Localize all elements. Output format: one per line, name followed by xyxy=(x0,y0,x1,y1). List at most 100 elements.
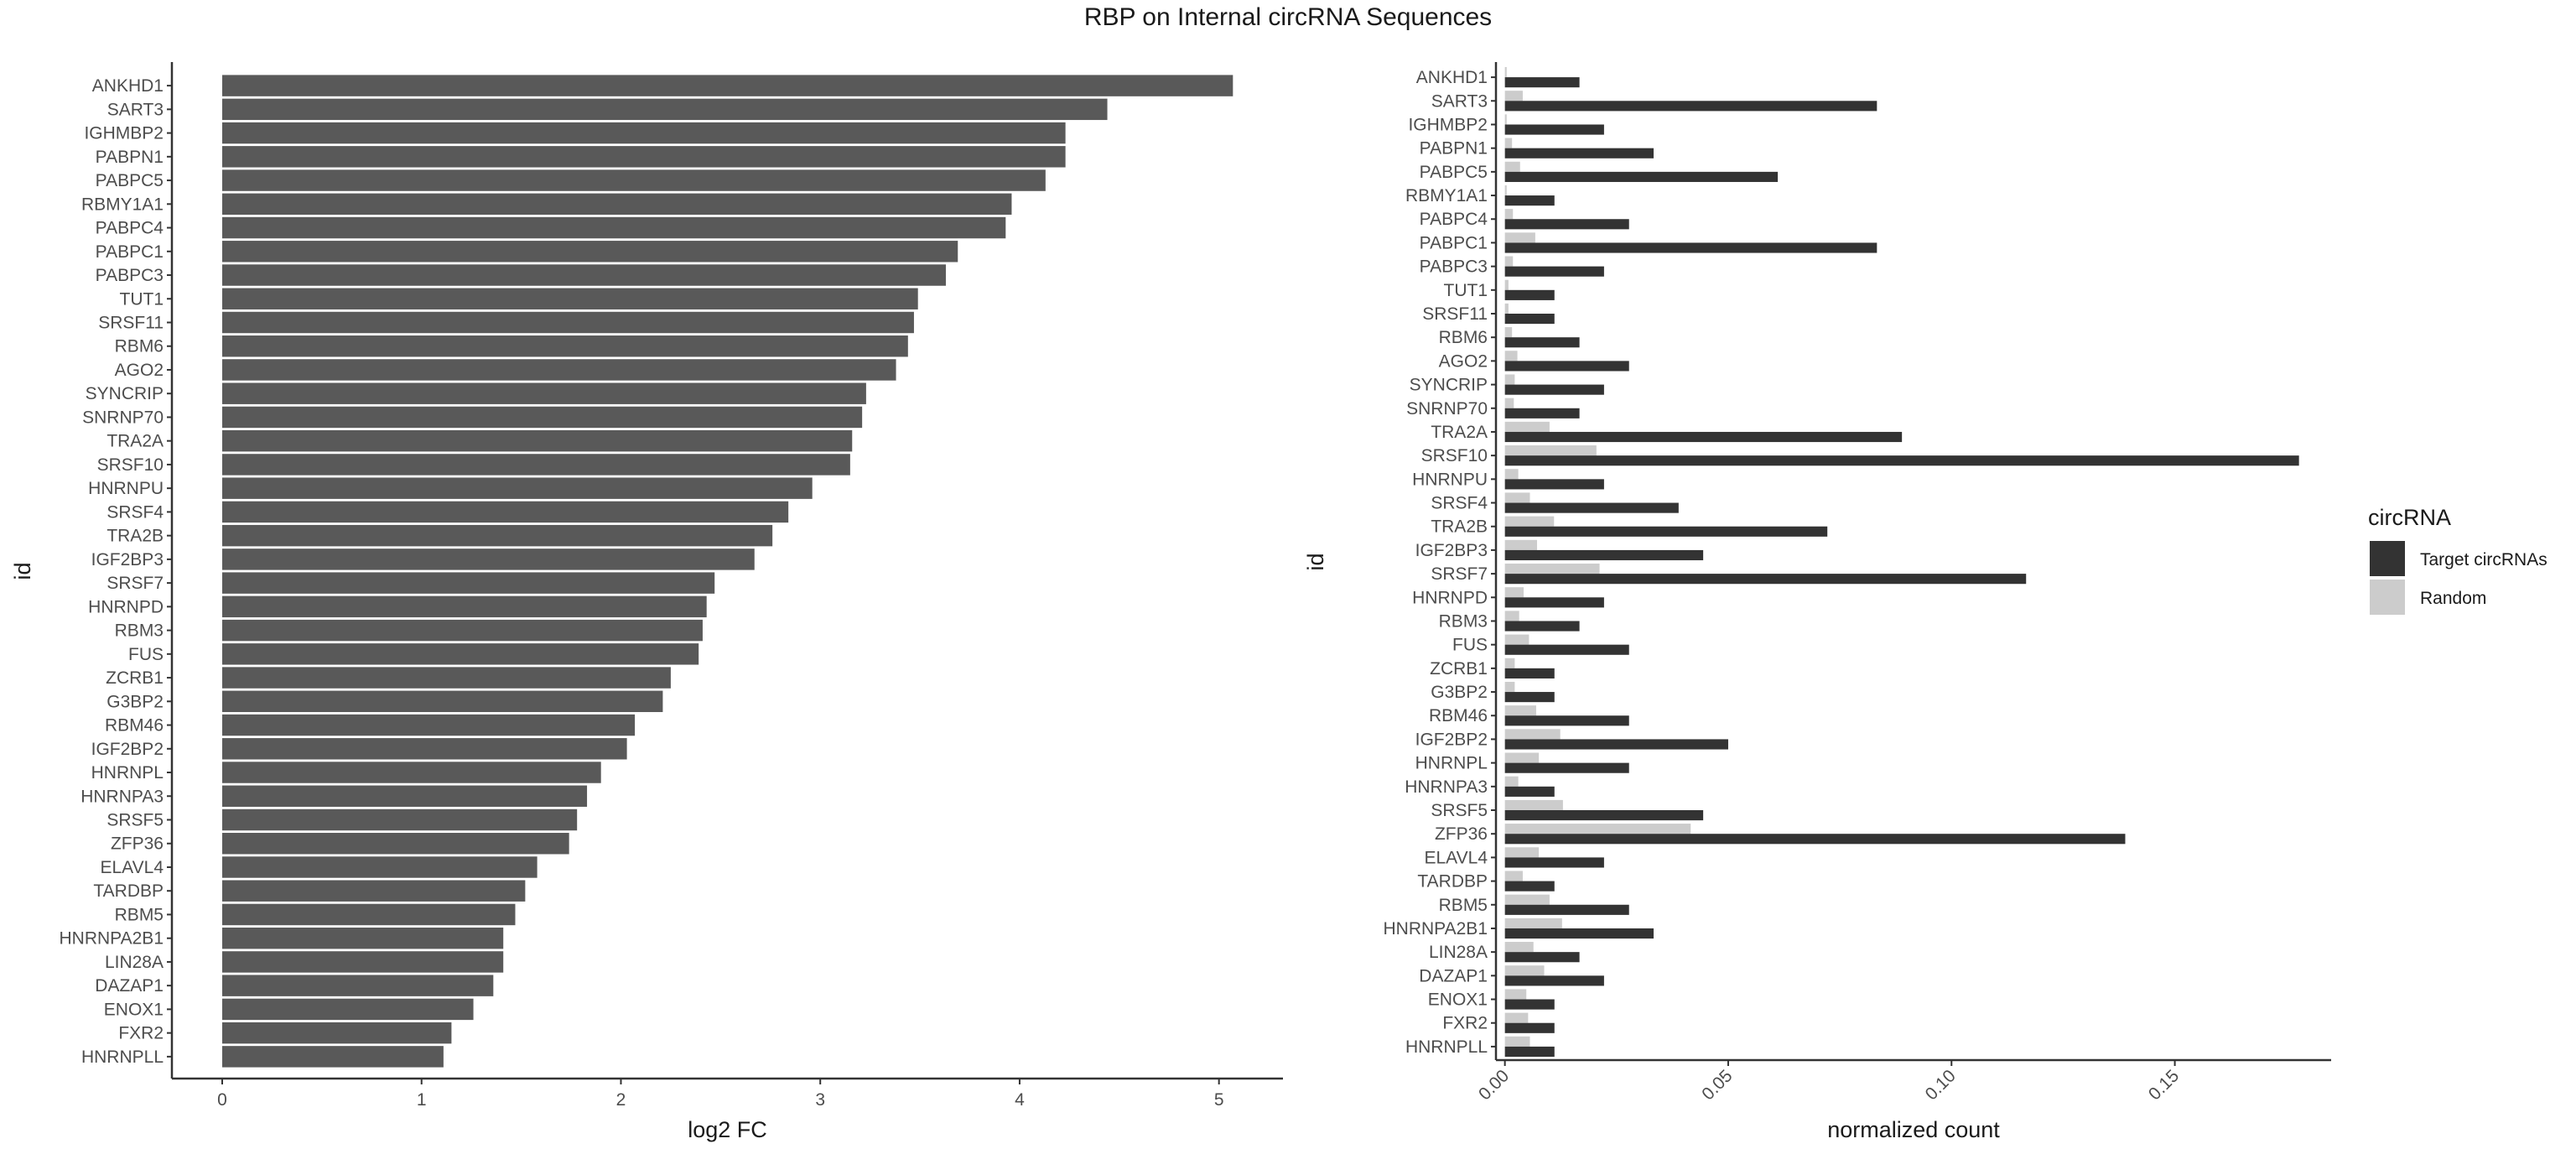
bar-random-zfp36 xyxy=(1504,824,1691,834)
y-tick-label: LIN28A xyxy=(1429,943,1488,962)
x-tick-label: 1 xyxy=(417,1090,427,1110)
y-tick-label: SRSF4 xyxy=(1431,494,1488,513)
y-tick-label: LIN28A xyxy=(105,953,164,972)
bar-ankhd1 xyxy=(222,75,1233,96)
y-tick-label: SRSF10 xyxy=(97,455,164,475)
bar-target-tra2a xyxy=(1504,431,1903,443)
bar-random-rbm5 xyxy=(1504,894,1550,905)
bar-random-sart3 xyxy=(1504,91,1523,101)
bar-random-elavl4 xyxy=(1504,847,1540,858)
y-tick-label: IGF2BP3 xyxy=(1415,541,1488,560)
y-tick-label: FUS xyxy=(128,645,164,664)
bar-target-hnrnpu xyxy=(1504,479,1604,490)
bar-random-igf2bp2 xyxy=(1504,729,1561,740)
y-tick-label: TRA2A xyxy=(1431,423,1488,442)
bar-tardbp xyxy=(222,880,526,902)
bar-random-rbmy1a1 xyxy=(1504,185,1507,196)
y-tick-label: HNRNPD xyxy=(1412,588,1488,607)
y-tick-label: TUT1 xyxy=(1444,281,1488,300)
bar-pabpc5 xyxy=(222,169,1046,191)
bar-target-pabpc1 xyxy=(1504,242,1877,253)
y-tick-label: AGO2 xyxy=(1439,351,1488,371)
bar-srsf7 xyxy=(222,572,715,594)
bar-random-fxr2 xyxy=(1504,1012,1529,1023)
y-tick-label: SART3 xyxy=(107,100,164,119)
y-tick-label: AGO2 xyxy=(115,361,164,380)
bar-ago2 xyxy=(222,359,896,381)
x-tick-label: 0.00 xyxy=(1475,1066,1513,1104)
y-tick-label: PABPC3 xyxy=(1420,257,1488,277)
y-tick-label: HNRNPA3 xyxy=(1405,777,1488,797)
bar-random-hnrnpa2b1 xyxy=(1504,918,1562,928)
y-tick-label: IGF2BP3 xyxy=(91,550,164,569)
x-tick-label: 5 xyxy=(1214,1090,1224,1110)
bar-hnrnpu xyxy=(222,477,813,499)
bar-rbm46 xyxy=(222,714,636,736)
y-tick-label: ELAVL4 xyxy=(1425,848,1488,867)
y-tick-label: RBM3 xyxy=(1439,611,1488,631)
bar-igf2bp2 xyxy=(222,738,627,760)
y-tick-label: ELAVL4 xyxy=(101,858,164,877)
y-tick-label: SRSF4 xyxy=(106,502,164,522)
bar-target-dazap1 xyxy=(1504,975,1604,986)
bar-target-rbm3 xyxy=(1504,621,1580,632)
y-tick-label: IGHMBP2 xyxy=(84,124,164,143)
bar-fxr2 xyxy=(222,1022,452,1044)
bar-random-rbm3 xyxy=(1504,611,1519,621)
x-axis-title: log2 FC xyxy=(688,1117,767,1142)
bar-target-fxr2 xyxy=(1504,1022,1555,1033)
bar-target-pabpc3 xyxy=(1504,266,1604,277)
bar-random-srsf10 xyxy=(1504,445,1597,456)
bar-target-tut1 xyxy=(1504,289,1555,300)
bar-lin28a xyxy=(222,951,504,973)
y-tick-label: HNRNPA2B1 xyxy=(1384,919,1488,938)
bar-rbmy1a1 xyxy=(222,193,1012,216)
bar-random-g3bp2 xyxy=(1504,681,1515,693)
y-tick-label: SRSF10 xyxy=(1421,446,1488,465)
y-tick-label: ZCRB1 xyxy=(106,668,164,688)
y-tick-label: G3BP2 xyxy=(106,692,164,711)
bar-random-tardbp xyxy=(1504,871,1523,881)
bar-random-tra2a xyxy=(1504,421,1550,432)
bar-target-pabpn1 xyxy=(1504,148,1654,159)
bar-target-syncrip xyxy=(1504,384,1604,395)
bar-target-tra2b xyxy=(1504,526,1828,537)
y-tick-label: IGHMBP2 xyxy=(1408,115,1488,134)
chart-title: RBP on Internal circRNA Sequences xyxy=(1083,3,1493,31)
y-tick-label: DAZAP1 xyxy=(1419,966,1488,985)
bar-target-srsf11 xyxy=(1504,314,1555,325)
bar-syncrip xyxy=(222,382,866,404)
bar-target-pabpc4 xyxy=(1504,219,1629,230)
y-tick-label: ANKHD1 xyxy=(92,76,164,96)
bar-random-igf2bp3 xyxy=(1504,539,1538,550)
bar-random-ankhd1 xyxy=(1504,66,1507,78)
bar-srsf4 xyxy=(222,501,789,523)
bar-random-lin28a xyxy=(1504,942,1534,953)
bar-random-zcrb1 xyxy=(1504,658,1515,668)
bar-target-zfp36 xyxy=(1504,834,2126,845)
bar-pabpn1 xyxy=(222,146,1066,168)
y-tick-label: PABPN1 xyxy=(96,148,164,167)
y-tick-label: FXR2 xyxy=(118,1024,164,1043)
y-tick-label: RBM46 xyxy=(105,716,164,736)
bar-target-hnrnpl xyxy=(1504,762,1629,773)
x-axis-title: normalized count xyxy=(1827,1117,2000,1142)
y-tick-label: SYNCRIP xyxy=(1410,376,1488,395)
bar-tut1 xyxy=(222,288,918,309)
bar-pabpc3 xyxy=(222,264,946,286)
y-tick-label: ENOX1 xyxy=(1428,990,1488,1010)
x-tick-label: 3 xyxy=(815,1090,825,1110)
bar-g3bp2 xyxy=(222,690,663,713)
bar-fus xyxy=(222,643,699,665)
bar-random-enox1 xyxy=(1504,989,1527,1000)
y-tick-label: IGF2BP2 xyxy=(1415,730,1488,749)
legend-entry-label: Random xyxy=(2420,589,2486,608)
bar-hnrnpl xyxy=(222,762,601,783)
y-tick-label: TRA2B xyxy=(1431,517,1488,537)
bar-target-rbmy1a1 xyxy=(1504,195,1555,206)
bar-random-pabpc3 xyxy=(1504,256,1514,267)
y-tick-label: PABPC4 xyxy=(96,219,164,238)
bar-random-srsf5 xyxy=(1504,799,1563,810)
bar-rbm6 xyxy=(222,335,908,357)
bar-random-rbm46 xyxy=(1504,705,1536,716)
